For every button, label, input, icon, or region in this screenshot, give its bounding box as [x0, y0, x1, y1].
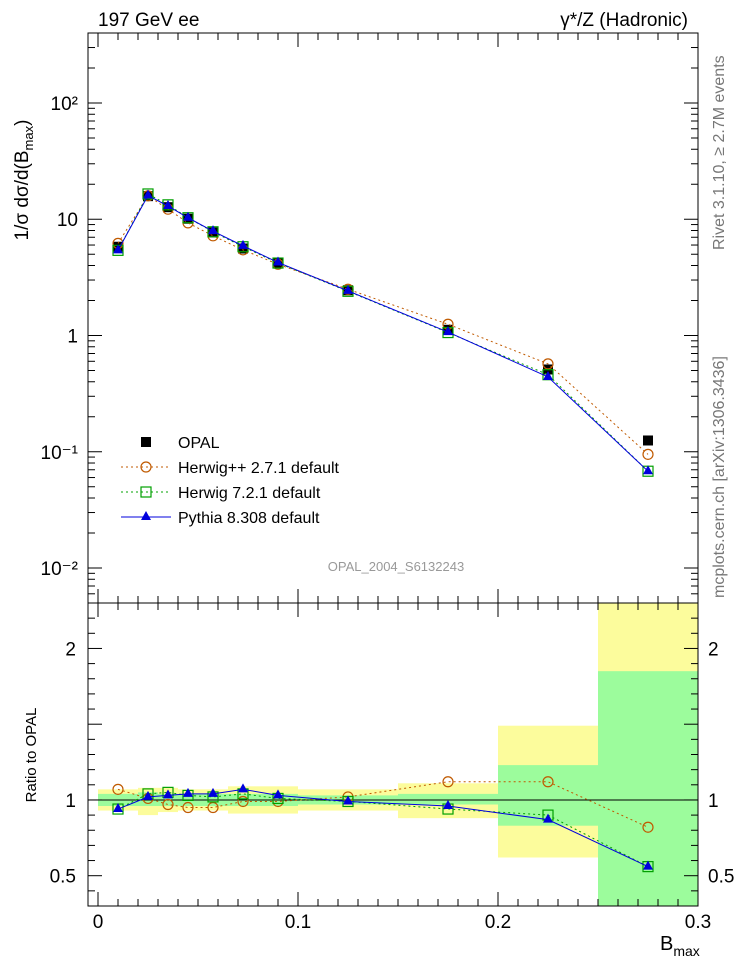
ratio-inner-band: [598, 671, 698, 906]
ratio-point-herwig-2-7-1-default: [237, 795, 249, 808]
ratio-point-herwig-2-7-1-default: [442, 776, 454, 788]
ratio-point-herwig-2-7-1-default: [162, 798, 174, 811]
main-point-herwig-2-7-1-default: [542, 358, 554, 370]
main-point-pythia-8-308-default: [113, 244, 123, 254]
main-y-tick-label: 10²: [51, 94, 78, 115]
legend-item-herwigpp: Herwig++ 2.7.1 default: [121, 460, 340, 477]
ratio-line-herwig-7-2-1-default: [117, 791, 649, 868]
ratio-point-herwig-2-7-1-default: [112, 783, 124, 795]
header-left: 197 GeV ee: [98, 10, 199, 31]
ratio-panel: 0 0.1 0.2 0.3 0.5 0.5 1 1 2 2: [50, 602, 734, 933]
main-point-pythia-8-308-default: [443, 326, 453, 336]
ratio-point-herwig-2-7-1-default: [182, 801, 194, 814]
header-right: γ*/Z (Hadronic): [560, 10, 688, 31]
rivet-label: Rivet 3.1.10, ≥ 2.7M events: [711, 55, 728, 250]
ratio-point-pythia-8-308-default: [343, 795, 353, 805]
ratio-point-pythia-8-308-default: [208, 787, 218, 797]
svg-text:Herwig++ 2.7.1 default: Herwig++ 2.7.1 default: [178, 460, 340, 477]
main-y-tick-label: 10⁻²: [41, 559, 79, 580]
ratio-y-tick-label-right: 1: [708, 791, 719, 812]
main-point-pythia-8-308-default: [643, 465, 653, 475]
ratio-point-herwig-2-7-1-default: [207, 801, 219, 814]
main-point-pythia-8-308-default: [208, 225, 218, 235]
svg-text:1/σ dσ/d(Bmax): 1/σ dσ/d(Bmax): [12, 120, 36, 241]
x-tick-label: 0.2: [485, 912, 511, 933]
x-tick-label: 0.1: [285, 912, 311, 933]
ratio-point-pythia-8-308-default: [273, 789, 283, 799]
main-point-pythia-8-308-default: [163, 199, 173, 209]
ratio-point-pythia-8-308-default: [183, 787, 193, 797]
svg-text:Bmax: Bmax: [660, 933, 700, 959]
main-point-pythia-8-308-default: [273, 256, 283, 266]
ratio-point-pythia-8-308-default: [643, 860, 653, 870]
main-point-herwig-2-7-1-default: [642, 448, 654, 460]
main-point-pythia-8-308-default: [183, 211, 193, 221]
main-point-pythia-8-308-default: [343, 284, 353, 294]
legend-item-herwig7: Herwig 7.2.1 default: [121, 485, 321, 502]
main-y-tick-label: 10⁻¹: [41, 443, 79, 464]
ratio-inner-band: [398, 793, 498, 805]
ratio-y-tick-label: 0.5: [50, 867, 76, 888]
main-y-axis-label: 1/σ dσ/d(Bmax): [12, 120, 36, 241]
ratio-point-pythia-8-308-default: [238, 783, 248, 793]
ratio-point-pythia-8-308-default: [143, 790, 153, 800]
main-point-opal: [643, 435, 653, 446]
main-line-herwig-2-7-1-default: [117, 195, 649, 455]
x-tick-label: 0.3: [685, 912, 711, 933]
svg-text:Herwig 7.2.1 default: Herwig 7.2.1 default: [178, 485, 321, 502]
ratio-point-herwig-2-7-1-default: [542, 776, 554, 788]
ratio-point-pythia-8-308-default: [163, 789, 173, 799]
ratio-y-tick-label-right: 2: [708, 639, 719, 660]
main-y-tick-label: 10: [57, 210, 78, 231]
x-axis-label: Bmax: [660, 933, 700, 959]
ratio-point-pythia-8-308-default: [543, 813, 553, 823]
main-y-tick-label: 1: [67, 326, 78, 347]
ratio-point-herwig-2-7-1-default: [642, 821, 654, 833]
main-line-herwig-7-2-1-default: [117, 193, 649, 472]
main-point-pythia-8-308-default: [543, 370, 553, 380]
x-tick-label: 0: [93, 912, 104, 933]
ratio-line-herwig-2-7-1-default: [117, 781, 649, 828]
legend: OPAL Herwig++ 2.7.1 default Herwig 7.2.1…: [121, 435, 340, 527]
main-point-herwig-7-2-1-default: [142, 188, 154, 200]
main-point-pythia-8-308-default: [238, 239, 248, 249]
legend-item-pythia: Pythia 8.308 default: [121, 510, 320, 527]
ratio-point-pythia-8-308-default: [113, 803, 123, 813]
main-line-pythia-8-308-default: [117, 194, 649, 472]
ratio-y-tick-label-right: 0.5: [708, 867, 734, 888]
svg-text:Pythia 8.308 default: Pythia 8.308 default: [178, 510, 320, 527]
ratio-point-pythia-8-308-default: [443, 800, 453, 810]
svg-text:OPAL: OPAL: [178, 435, 220, 452]
ratio-y-tick-label: 1: [65, 791, 76, 812]
legend-item-opal: OPAL: [141, 435, 220, 452]
main-point-pythia-8-308-default: [143, 189, 153, 199]
ratio-y-axis-label: Ratio to OPAL: [23, 708, 40, 803]
main-point-herwig-7-2-1-default: [162, 199, 174, 211]
mcplots-label: mcplots.cern.ch [arXiv:1306.3436]: [711, 356, 728, 598]
ratio-y-tick-label: 2: [65, 639, 76, 660]
watermark: OPAL_2004_S6132243: [328, 559, 464, 574]
